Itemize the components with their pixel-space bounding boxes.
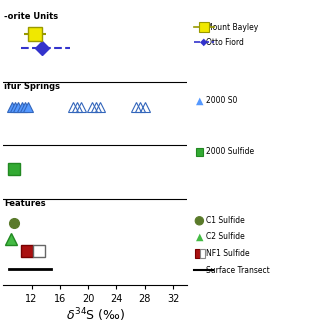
Text: C1 Sulfide: C1 Sulfide (206, 216, 245, 225)
Text: Features: Features (4, 199, 45, 208)
Text: ◆: ◆ (200, 37, 208, 47)
Text: Mount Bayley: Mount Bayley (206, 23, 259, 32)
Text: ▲: ▲ (196, 232, 203, 242)
Text: NF1 Sulfide: NF1 Sulfide (206, 249, 250, 258)
Text: 2000 Sulfide: 2000 Sulfide (206, 148, 254, 156)
Text: C2 Sulfide: C2 Sulfide (206, 232, 245, 241)
Text: Otto Fiord: Otto Fiord (206, 38, 244, 47)
Text: ▲: ▲ (196, 96, 203, 106)
Text: 2000 S0: 2000 S0 (206, 96, 238, 105)
Text: -orite Units: -orite Units (4, 12, 58, 21)
Text: ifur Springs: ifur Springs (4, 82, 60, 91)
X-axis label: $\delta^{34}$S (‰): $\delta^{34}$S (‰) (66, 307, 125, 320)
Text: Surface Transect: Surface Transect (206, 266, 270, 275)
